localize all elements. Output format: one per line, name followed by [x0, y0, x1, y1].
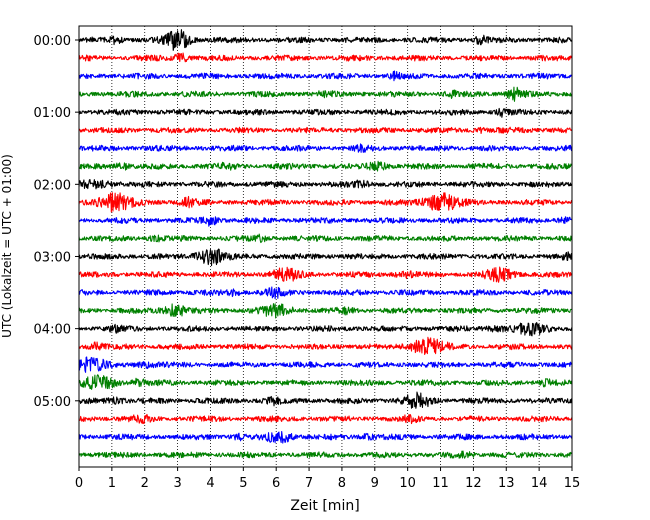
y-tick-label: 02:00	[34, 178, 71, 193]
x-tick-label: 10	[399, 476, 416, 491]
x-tick-label: 4	[206, 476, 214, 491]
seismogram-trace	[78, 86, 573, 102]
x-tick-label: 6	[272, 476, 280, 491]
seismogram-trace	[78, 233, 573, 244]
x-tick-label: 5	[239, 476, 247, 491]
seismogram-trace	[78, 303, 573, 319]
x-tick-label: 8	[338, 476, 346, 491]
seismogram-trace	[78, 430, 573, 444]
y-tick-label: 01:00	[34, 106, 71, 121]
seismogram-trace	[78, 413, 573, 425]
y-axis-label: UTC (Lokalzeit = UTC + 01:00)	[0, 154, 14, 338]
seismogram-trace	[78, 336, 573, 356]
seismogram-trace	[78, 266, 573, 283]
x-tick-label: 7	[305, 476, 313, 491]
y-tick-label: 03:00	[34, 250, 71, 265]
seismogram-trace	[78, 322, 573, 337]
seismogram-trace	[78, 286, 573, 300]
seismogram-trace	[78, 374, 573, 390]
x-axis-ticks: 0 1 2 3 4 5 6 7 8 9 10 11 12 13 14 15	[75, 467, 580, 491]
x-tick-label: 13	[498, 476, 515, 491]
seismogram-trace	[78, 216, 573, 227]
x-tick-label: 2	[141, 476, 149, 491]
seismogram-trace	[78, 126, 573, 135]
seismogram-trace	[78, 52, 573, 63]
x-tick-label: 9	[371, 476, 379, 491]
seismogram-trace	[78, 160, 573, 172]
seismogram-trace	[78, 178, 573, 190]
seismogram-traces	[78, 29, 573, 459]
y-tick-label: 00:00	[34, 34, 71, 49]
y-tick-label: 04:00	[34, 323, 71, 338]
seismogram-trace	[78, 29, 573, 51]
x-tick-label: 14	[531, 476, 548, 491]
y-axis-ticks: 00:00 01:00 02:00 03:00 04:00 05:00	[34, 34, 79, 410]
x-tick-label: 0	[75, 476, 83, 491]
seismogram-trace	[78, 248, 573, 267]
x-axis-label: Zeit [min]	[290, 498, 359, 514]
seismogram-trace	[78, 391, 573, 409]
seismogram-trace	[78, 143, 573, 153]
seismogram-trace	[78, 450, 573, 459]
plot-frame	[78, 25, 573, 468]
x-tick-label: 3	[173, 476, 181, 491]
seismogram-trace	[78, 192, 573, 213]
seismogram-trace	[78, 107, 573, 118]
seismogram-trace	[78, 356, 573, 373]
x-tick-label: 12	[465, 476, 482, 491]
x-tick-label: 11	[432, 476, 449, 491]
seismogram-trace	[78, 70, 573, 82]
y-tick-label: 05:00	[34, 395, 71, 410]
x-tick-label: 15	[564, 476, 581, 491]
x-tick-label: 1	[108, 476, 116, 491]
